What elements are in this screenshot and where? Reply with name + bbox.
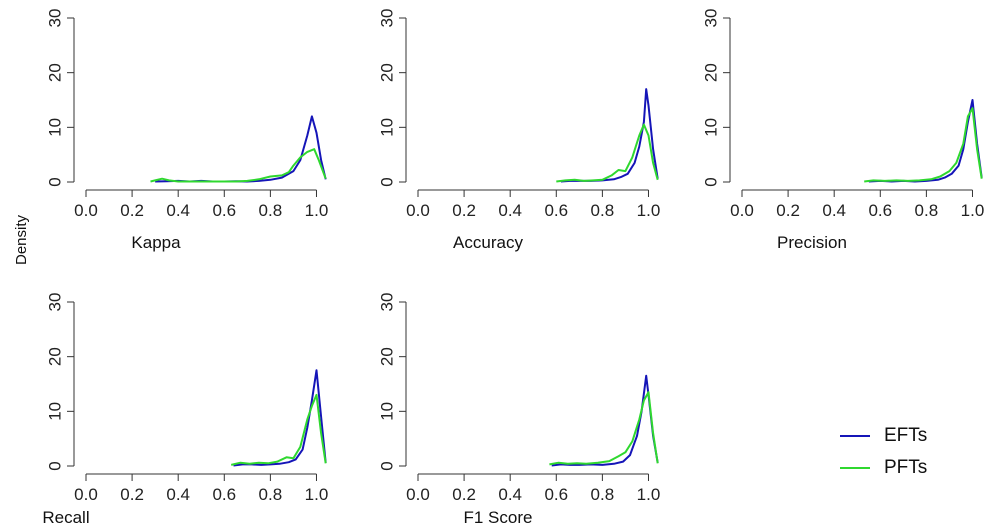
y-tick-label: 20 <box>377 63 396 82</box>
x-tick-label: 0.2 <box>776 201 800 220</box>
y-tick-label: 20 <box>701 63 720 82</box>
x-tick-label: 0.4 <box>498 485 522 504</box>
y-tick-label: 20 <box>377 347 396 366</box>
x-tick-label: 0.0 <box>74 485 98 504</box>
x-tick-label: 0.8 <box>259 485 283 504</box>
x-tick-label: 0.6 <box>544 485 568 504</box>
x-tick-label: 0.6 <box>212 485 236 504</box>
y-tick-label: 0 <box>377 461 396 470</box>
legend: EFTs PFTs <box>840 420 960 484</box>
series-line-efts <box>551 374 659 467</box>
y-tick-label: 0 <box>377 177 396 186</box>
panel-recall: 0 10 20 30 0.0 0.2 0.4 0.6 0.8 1.0 Recall <box>42 293 328 527</box>
series-line-pfts <box>556 123 659 183</box>
legend-label-pfts: PFTs <box>884 457 928 478</box>
x-tick-label: 0.8 <box>915 201 939 220</box>
legend-label-efts: EFTs <box>884 425 928 446</box>
x-tick-label: 0.8 <box>591 485 615 504</box>
x-axis-title: Precision <box>777 233 847 252</box>
x-axis-title: F1 Score <box>464 508 533 527</box>
legend-swatch-efts <box>840 435 870 437</box>
x-axis-title: Kappa <box>131 233 181 252</box>
x-tick-label: 0.0 <box>406 485 430 504</box>
panel-f1-score: 0 10 20 30 0.0 0.2 0.4 0.6 0.8 1.0 F1 Score <box>377 293 660 527</box>
series-line-efts <box>560 88 659 183</box>
series-line-efts <box>233 369 327 467</box>
x-tick-label: 0.2 <box>120 201 144 220</box>
x-tick-label: 0.8 <box>259 201 283 220</box>
x-tick-label: 0.4 <box>166 201 190 220</box>
legend-item-efts: EFTs <box>840 420 960 452</box>
x-tick-label: 1.0 <box>637 485 661 504</box>
x-tick-label: 0.6 <box>868 201 892 220</box>
y-tick-label: 10 <box>701 118 720 137</box>
panel-precision: 0 10 20 30 0.0 0.2 0.4 0.6 0.8 1.0 Precision <box>701 9 984 252</box>
x-tick-label: 0.4 <box>166 485 190 504</box>
series-line-pfts <box>864 107 983 183</box>
x-tick-label: 0.2 <box>120 485 144 504</box>
panel-kappa: 0 10 20 30 0.0 0.2 0.4 0.6 0.8 1.0 Kappa <box>45 9 328 252</box>
x-tick-label: 0.4 <box>498 201 522 220</box>
x-tick-label: 1.0 <box>305 201 329 220</box>
y-tick-label: 10 <box>45 118 64 137</box>
y-tick-label: 30 <box>701 9 720 28</box>
y-tick-label: 20 <box>45 63 64 82</box>
y-tick-label: 30 <box>45 9 64 28</box>
panel-accuracy: 0 10 20 30 0.0 0.2 0.4 0.6 0.8 1.0 Accuracy <box>377 9 660 252</box>
x-tick-label: 0.6 <box>544 201 568 220</box>
x-tick-label: 0.4 <box>822 201 846 220</box>
x-axis-title: Recall <box>42 508 89 527</box>
x-axis-title: Accuracy <box>453 233 523 252</box>
series-line-efts <box>155 115 327 183</box>
x-tick-label: 1.0 <box>961 201 984 220</box>
y-tick-label: 30 <box>45 293 64 312</box>
x-tick-label: 1.0 <box>637 201 661 220</box>
y-tick-label: 10 <box>45 402 64 421</box>
series-line-pfts <box>150 148 327 183</box>
y-tick-label: 10 <box>377 118 396 137</box>
y-tick-label: 0 <box>45 461 64 470</box>
legend-swatch-pfts <box>840 467 870 469</box>
y-tick-label: 10 <box>377 402 396 421</box>
y-tick-label: 0 <box>45 177 64 186</box>
y-tick-label: 0 <box>701 177 720 186</box>
x-tick-label: 0.2 <box>452 485 476 504</box>
y-tick-label: 20 <box>45 347 64 366</box>
x-tick-label: 0.2 <box>452 201 476 220</box>
y-tick-label: 30 <box>377 9 396 28</box>
x-tick-label: 0.8 <box>591 201 615 220</box>
series-line-pfts <box>549 391 659 466</box>
x-tick-label: 1.0 <box>305 485 329 504</box>
y-tick-label: 30 <box>377 293 396 312</box>
series-line-pfts <box>230 393 327 466</box>
x-tick-label: 0.6 <box>212 201 236 220</box>
x-tick-label: 0.0 <box>406 201 430 220</box>
x-tick-label: 0.0 <box>74 201 98 220</box>
legend-item-pfts: PFTs <box>840 452 960 484</box>
x-tick-label: 0.0 <box>730 201 754 220</box>
